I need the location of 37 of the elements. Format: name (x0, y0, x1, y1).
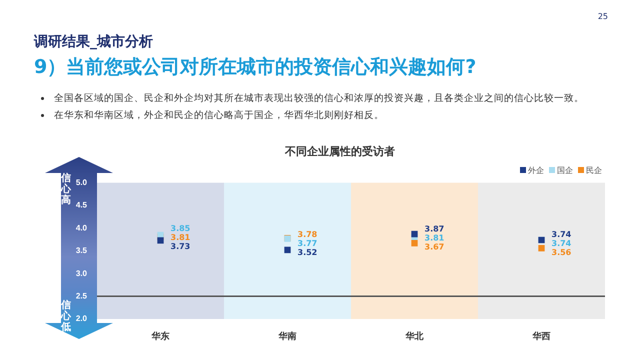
x-tick-label: 华西 (532, 330, 550, 341)
data-label: 3.77 (298, 239, 318, 248)
text: 信心高 (60, 173, 72, 206)
legend-label: 民企 (585, 165, 602, 176)
y-tick-label: 5.0 (76, 178, 88, 188)
text: 不同企业属性的受访者 (284, 144, 396, 159)
legend-label: 外企 (527, 165, 544, 176)
y-tick-label: 3.5 (76, 246, 88, 256)
point (538, 244, 545, 252)
legend-label: 国企 (556, 165, 573, 176)
y-tick-label: 2.5 (76, 292, 88, 301)
data-label: 3.73 (170, 242, 190, 251)
y-tick-label: 3.0 (76, 268, 88, 278)
data-label: 3.74 (552, 239, 572, 248)
data-label: 3.67 (424, 242, 444, 252)
y-tick-label: 2.0 (76, 314, 88, 324)
chart-subtitle: 调研结果_城市分析 (34, 33, 153, 51)
y-tick-label: 4.0 (76, 223, 88, 232)
y-tick-label: 4.5 (76, 200, 88, 210)
data-label: 3.78 (298, 230, 318, 240)
data-label: 3.81 (170, 232, 191, 242)
chart-title: 9）当前您或公司对所在城市的投资信心和兴趣如何? (34, 55, 476, 80)
data-label: 3.52 (298, 248, 318, 258)
point (411, 230, 418, 238)
text: 25 (598, 12, 608, 21)
data-label: 3.87 (424, 224, 444, 234)
point (411, 240, 418, 246)
text: 信心低 (60, 300, 72, 333)
x-tick-label: 华南 (278, 330, 296, 341)
data-label: 3.85 (170, 224, 191, 233)
data-label: 3.81 (424, 234, 445, 243)
x-tick-label: 华东 (150, 330, 170, 341)
text: 在华东和华南区域，外企和民企的信心略高于国企，华西华北则刚好相反。 (54, 109, 384, 122)
text: 全国各区域的国企、民企和外企均对其所在城市表现出较强的信心和浓厚的投资兴趣，且各类企业之间的信心比较一致。 (54, 92, 584, 105)
data-label: 3.56 (552, 248, 572, 258)
data-label: 3.74 (552, 230, 572, 240)
x-tick-label: 华北 (404, 330, 424, 341)
